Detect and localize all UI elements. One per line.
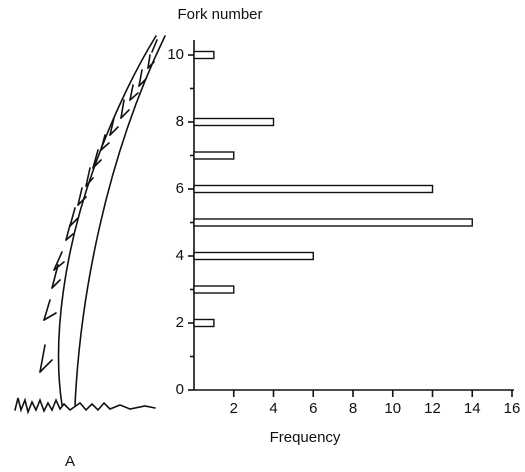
bar [193, 50, 215, 60]
y-axis-title: Fork number [177, 6, 262, 23]
tree-illustration [14, 35, 166, 415]
panel-label: A [65, 453, 75, 470]
bar [193, 218, 473, 227]
bar [193, 184, 434, 194]
bar [193, 251, 314, 261]
x-tick-label: 12 [424, 400, 441, 417]
bar [193, 285, 235, 294]
x-axis-title: Frequency [270, 429, 341, 446]
y-tick-label: 2 [176, 314, 184, 331]
y-tick-label: 0 [176, 381, 184, 398]
x-tick-label: 16 [504, 400, 521, 417]
x-tick-label: 14 [464, 400, 481, 417]
y-tick-label: 6 [176, 180, 184, 197]
x-tick-label: 6 [309, 400, 317, 417]
x-tick-label: 4 [269, 400, 277, 417]
bar [193, 318, 215, 328]
y-tick-label: 8 [176, 113, 184, 130]
bar [193, 117, 275, 127]
x-tick-label: 8 [349, 400, 357, 417]
y-tick-label: 10 [167, 46, 184, 63]
x-tick-label: 2 [230, 400, 238, 417]
y-tick-label: 4 [176, 247, 184, 264]
bar [193, 151, 235, 160]
x-tick-label: 10 [384, 400, 401, 417]
